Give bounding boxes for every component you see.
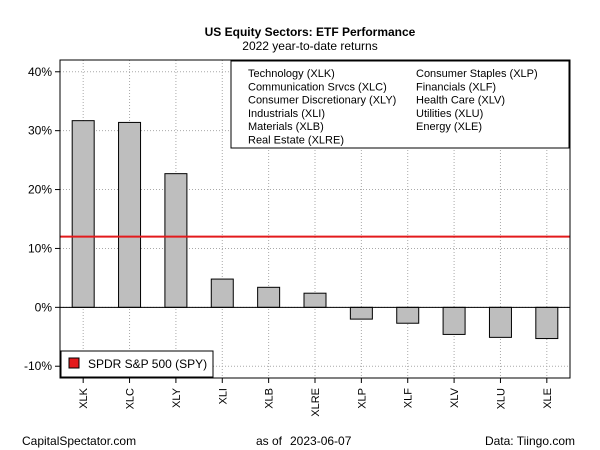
y-tick-label: -10%	[24, 359, 52, 373]
sector-legend-item: Energy (XLE)	[416, 121, 482, 133]
sector-legend-col2: Consumer Staples (XLP)Financials (XLF) He…	[416, 68, 538, 133]
chart-title: US Equity Sectors: ETF Performance	[205, 25, 416, 39]
sector-legend-item: Health Care (XLV)	[416, 95, 505, 107]
footer-source-right: Data: Tiingo.com	[485, 434, 575, 448]
y-tick-label: 10%	[28, 241, 52, 255]
sector-legend-item: Consumer Staples (XLP)	[416, 68, 538, 80]
bar-xlf	[396, 306, 420, 324]
x-tick-label: XLP	[356, 388, 368, 409]
sector-legend-item: Technology (XLK)	[248, 68, 335, 80]
sector-legend-box	[230, 60, 570, 149]
spy-legend: SPDR S&P 500 (SPY)	[60, 350, 214, 378]
footer-as-of-label: as of	[256, 434, 283, 448]
sector-legend-item: Industrials (XLI)	[248, 108, 325, 120]
x-tick-label: XLB	[264, 388, 276, 409]
footer-date: 2023-06-07	[290, 434, 352, 448]
bar-xlp	[349, 306, 373, 320]
sector-legend-item: Utilities (XLU)	[416, 108, 483, 120]
bar-xli	[210, 278, 234, 308]
x-tick-label: XLU	[495, 388, 507, 409]
bar-xlk	[71, 120, 95, 308]
y-tick-label: 20%	[28, 183, 52, 197]
x-axis: XLK XLC XLY XLI XLB XLRE XLP XLF XLV XLU XLE	[78, 378, 554, 417]
bar-xle	[535, 306, 559, 340]
x-tick-label: XLK	[78, 387, 90, 408]
y-tick-label: 40%	[28, 65, 52, 79]
y-axis: -10% 0% 10% 20% 30% 40%	[24, 65, 60, 373]
x-tick-label: XLV	[449, 387, 461, 408]
sector-legend-item: Real Estate (XLRE)	[248, 135, 344, 147]
bar-xlre	[303, 292, 327, 308]
x-tick-label: XLF	[403, 388, 415, 408]
bars	[71, 120, 559, 340]
spy-legend-swatch	[68, 357, 80, 369]
bar-xlv	[442, 306, 466, 335]
spy-legend-label: SPDR S&P 500 (SPY)	[88, 357, 207, 371]
footer-source-left: CapitalSpectator.com	[22, 434, 136, 448]
x-tick-label: XLE	[542, 388, 554, 409]
sector-legend-item: Consumer Discretionary (XLY)	[248, 95, 396, 107]
bar-xlu	[488, 306, 512, 338]
x-tick-label: XLY	[171, 387, 183, 408]
sector-legend-item: Financials (XLF)	[416, 81, 496, 93]
bar-xly	[164, 173, 188, 308]
sector-legend: Technology (XLK)Communication Srvcs (XLC…	[230, 60, 570, 149]
spy-legend-box	[60, 350, 214, 378]
x-tick-label: XLC	[125, 388, 137, 409]
plot-frame	[59, 59, 571, 379]
y-tick-label: 30%	[28, 124, 52, 138]
x-tick-label: XLI	[217, 388, 229, 405]
bar-xlb	[257, 286, 281, 308]
x-tick-label: XLRE	[310, 388, 322, 417]
bar-xlc	[118, 121, 142, 308]
sector-legend-col1: Technology (XLK)Communication Srvcs (XLC…	[248, 68, 396, 147]
sector-legend-item: Communication Srvcs (XLC)	[248, 81, 387, 93]
chart-subtitle: 2022 year-to-date returns	[242, 39, 377, 53]
sector-legend-item: Materials (XLB)	[248, 121, 324, 133]
y-tick-label: 0%	[35, 300, 53, 314]
